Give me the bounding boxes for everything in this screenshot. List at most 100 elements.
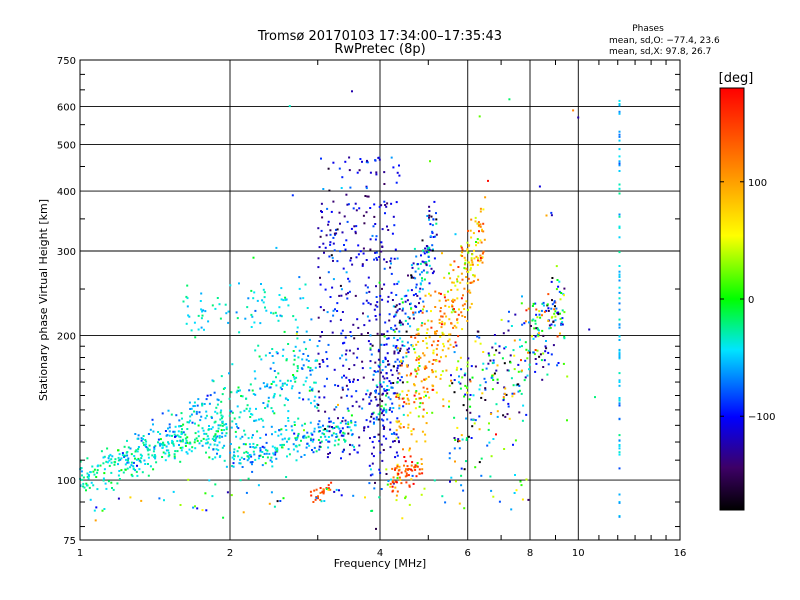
scatter-point [309,421,312,424]
scatter-point [481,256,484,259]
scatter-point [618,139,621,142]
scatter-point [414,293,417,295]
scatter-point [186,441,189,444]
scatter-point [223,429,226,431]
scatter-point [383,426,386,429]
scatter-point [335,232,338,235]
scatter-point [417,267,420,270]
scatter-point [375,251,378,254]
scatter-point [412,276,415,279]
scatter-point [240,395,243,397]
scatter-point [88,475,90,478]
scatter-point [556,335,559,338]
scatter-point [461,255,464,257]
scatter-point [130,473,133,476]
scatter-point [281,382,284,385]
scatter-point [420,380,423,383]
scatter-point [317,352,320,355]
scatter-point [394,324,397,327]
scatter-point [262,301,265,304]
scatter-point [421,468,424,471]
scatter-point [260,417,263,420]
scatter-point [164,430,167,432]
scatter-point [367,425,370,428]
scatter-point [472,280,475,283]
scatter-point [157,441,159,444]
scatter-point [373,436,376,438]
scatter-point [327,487,330,490]
scatter-point [125,458,127,461]
scatter-point [460,311,463,314]
scatter-point [332,161,335,164]
scatter-point [256,430,259,433]
scatter-point [554,315,557,318]
scatter-point [167,441,169,444]
scatter-point [399,379,402,382]
scatter-point [496,381,499,384]
scatter-point [258,418,260,421]
scatter-point [293,377,296,380]
scatter-point [379,471,382,474]
scatter-point [337,417,339,420]
scatter-point [230,494,233,497]
scatter-point [265,309,268,312]
scatter-point [470,437,473,439]
scatter-point [389,260,392,263]
scatter-point [79,460,82,463]
scatter-point [319,306,322,309]
scatter-point [451,305,454,308]
scatter-point [453,324,456,327]
scatter-point [292,375,295,378]
x-axis-label: Frequency [MHz] [334,557,426,570]
scatter-point [318,448,321,451]
scatter-point [345,376,348,379]
scatter-point [376,332,379,335]
scatter-point [438,322,441,324]
scatter-point [167,449,170,452]
scatter-point [287,343,290,345]
scatter-point [225,312,228,315]
scatter-point [425,332,428,334]
scatter-point [310,402,312,405]
scatter-point [378,381,381,384]
scatter-point [386,418,389,421]
scatter-point [241,466,244,468]
scatter-point [270,311,272,314]
scatter-point [391,481,394,484]
scatter-point [290,387,293,390]
scatter-point [400,482,403,485]
scatter-point [381,287,383,290]
scatter-point [422,415,425,418]
scatter-point [441,315,444,318]
scatter-point [412,482,415,485]
scatter-point [410,276,413,279]
scatter-point [372,446,375,449]
scatter-point [283,404,286,407]
scatter-point [374,238,377,241]
scatter-point [425,310,428,313]
scatter-point [219,317,222,320]
scatter-point [398,397,401,400]
scatter-point [531,335,533,338]
scatter-point [298,349,301,352]
scatter-point [347,421,350,424]
scatter-point [92,470,95,473]
scatter-point [318,430,321,432]
scatter-point [377,433,380,436]
scatter-point [561,321,564,324]
scatter-point [394,486,397,489]
scatter-point [430,215,433,218]
scatter-point [547,293,550,296]
scatter-point [419,297,422,300]
scatter-point [428,264,431,267]
scatter-point [262,288,265,291]
scatter-point [435,222,438,225]
scatter-point [332,236,335,239]
scatter-point [506,413,509,416]
scatter-point [493,353,496,356]
scatter-point [311,449,313,451]
scatter-point [107,457,110,460]
scatter-point [274,448,277,451]
scatter-point [396,421,399,424]
scatter-point [399,364,402,367]
